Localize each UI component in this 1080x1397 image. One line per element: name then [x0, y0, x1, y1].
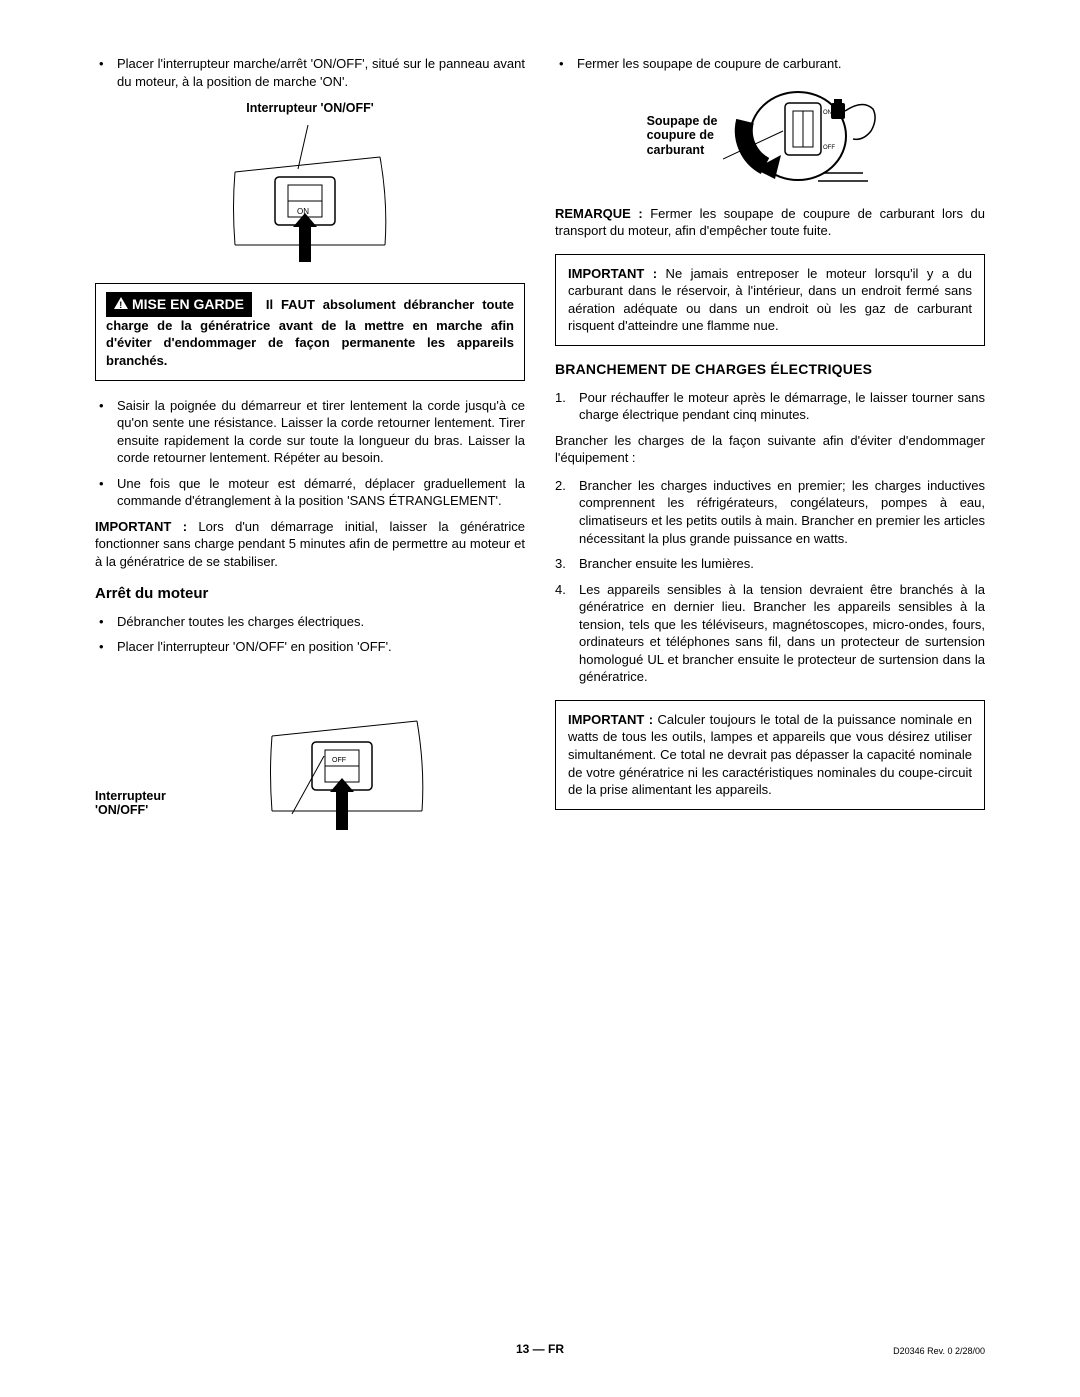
- valve-label-line: carburant: [647, 143, 705, 157]
- list-number: 3.: [555, 555, 579, 573]
- bullet-text: Saisir la poignée du démarreur et tirer …: [117, 397, 525, 467]
- list-number: 2.: [555, 477, 579, 547]
- bullet-text: Débrancher toutes les charges électrique…: [117, 613, 525, 631]
- bullet-dot: •: [95, 475, 117, 510]
- list-text: Brancher les charges inductives en premi…: [579, 477, 985, 547]
- figure-label-line2: 'ON/OFF': [95, 803, 148, 817]
- bullet-text: Placer l'interrupteur 'ON/OFF' en positi…: [117, 638, 525, 656]
- remark-note: REMARQUE : Fermer les soupape de coupure…: [555, 205, 985, 240]
- bullet-text: Placer l'interrupteur marche/arrêt 'ON/O…: [117, 55, 525, 90]
- important-box: IMPORTANT : Ne jamais entreposer le mote…: [555, 254, 985, 346]
- important-label: IMPORTANT :: [95, 519, 187, 534]
- switch-off-diagram: OFF: [262, 686, 432, 836]
- important-note: IMPORTANT : Lors d'un démarrage initial,…: [95, 518, 525, 571]
- figure-label: Interrupteur 'ON/OFF': [95, 100, 525, 117]
- fuel-valve-diagram: ON OFF: [723, 81, 893, 191]
- warning-badge: ! MISE EN GARDE: [106, 292, 252, 317]
- list-number: 4.: [555, 581, 579, 686]
- list-number: 1.: [555, 389, 579, 424]
- bullet-text: Fermer les soupape de coupure de carbura…: [577, 55, 985, 73]
- svg-text:!: !: [119, 300, 122, 309]
- right-column: • Fermer les soupape de coupure de carbu…: [555, 55, 985, 852]
- svg-text:ON: ON: [297, 207, 309, 216]
- page-columns: • Placer l'interrupteur marche/arrêt 'ON…: [0, 0, 1080, 902]
- figure-label-line1: Interrupteur: [95, 789, 166, 803]
- left-column: • Placer l'interrupteur marche/arrêt 'ON…: [95, 55, 525, 852]
- bullet-dot: •: [95, 613, 117, 631]
- bullet-dot: •: [95, 397, 117, 467]
- valve-label: Soupape de coupure de carburant: [647, 114, 718, 157]
- heading-connect: BRANCHEMENT DE CHARGES ÉLECTRIQUES: [555, 360, 985, 379]
- bullet-text: Une fois que le moteur est démarré, dépl…: [117, 475, 525, 510]
- list-text: Les appareils sensibles à la tension dev…: [579, 581, 985, 686]
- list-text: Brancher ensuite les lumières.: [579, 555, 985, 573]
- list-item: • Fermer les soupape de coupure de carbu…: [555, 55, 985, 73]
- list-item: 3. Brancher ensuite les lumières.: [555, 555, 985, 573]
- valve-label-line: Soupape de: [647, 114, 718, 128]
- warning-icon: !: [114, 295, 128, 314]
- revision-text: D20346 Rev. 0 2/28/00: [893, 1345, 985, 1357]
- valve-label-line: coupure de: [647, 128, 714, 142]
- remark-label: REMARQUE :: [555, 206, 643, 221]
- svg-text:OFF: OFF: [823, 145, 835, 151]
- warning-box: ! MISE EN GARDE Il FAUT absolument débra…: [95, 283, 525, 381]
- warning-badge-text: MISE EN GARDE: [132, 296, 244, 312]
- list-text: Pour réchauffer le moteur après le démar…: [579, 389, 985, 424]
- figure-switch-off: Interrupteur 'ON/OFF' OFF: [95, 686, 525, 836]
- svg-text:OFF: OFF: [332, 757, 346, 764]
- bullet-dot: •: [95, 55, 117, 90]
- figure-switch-on: Interrupteur 'ON/OFF' ON: [95, 100, 525, 267]
- list-item: • Placer l'interrupteur marche/arrêt 'ON…: [95, 55, 525, 90]
- important-box: IMPORTANT : Calculer toujours le total d…: [555, 700, 985, 810]
- list-item: • Placer l'interrupteur 'ON/OFF' en posi…: [95, 638, 525, 656]
- heading-stop: Arrêt du moteur: [95, 584, 525, 604]
- list-item: 1. Pour réchauffer le moteur après le dé…: [555, 389, 985, 424]
- figure-fuel-valve: Soupape de coupure de carburant ON OFF: [555, 81, 985, 191]
- list-item: 4. Les appareils sensibles à la tension …: [555, 581, 985, 686]
- bullet-dot: •: [95, 638, 117, 656]
- svg-text:ON: ON: [823, 110, 832, 116]
- list-item: • Une fois que le moteur est démarré, dé…: [95, 475, 525, 510]
- important-label: IMPORTANT :: [568, 266, 657, 281]
- paragraph: Brancher les charges de la façon suivant…: [555, 432, 985, 467]
- list-item: • Saisir la poignée du démarreur et tire…: [95, 397, 525, 467]
- bullet-dot: •: [555, 55, 577, 73]
- switch-on-diagram: ON: [220, 117, 400, 267]
- list-item: • Débrancher toutes les charges électriq…: [95, 613, 525, 631]
- important-label: IMPORTANT :: [568, 712, 653, 727]
- list-item: 2. Brancher les charges inductives en pr…: [555, 477, 985, 547]
